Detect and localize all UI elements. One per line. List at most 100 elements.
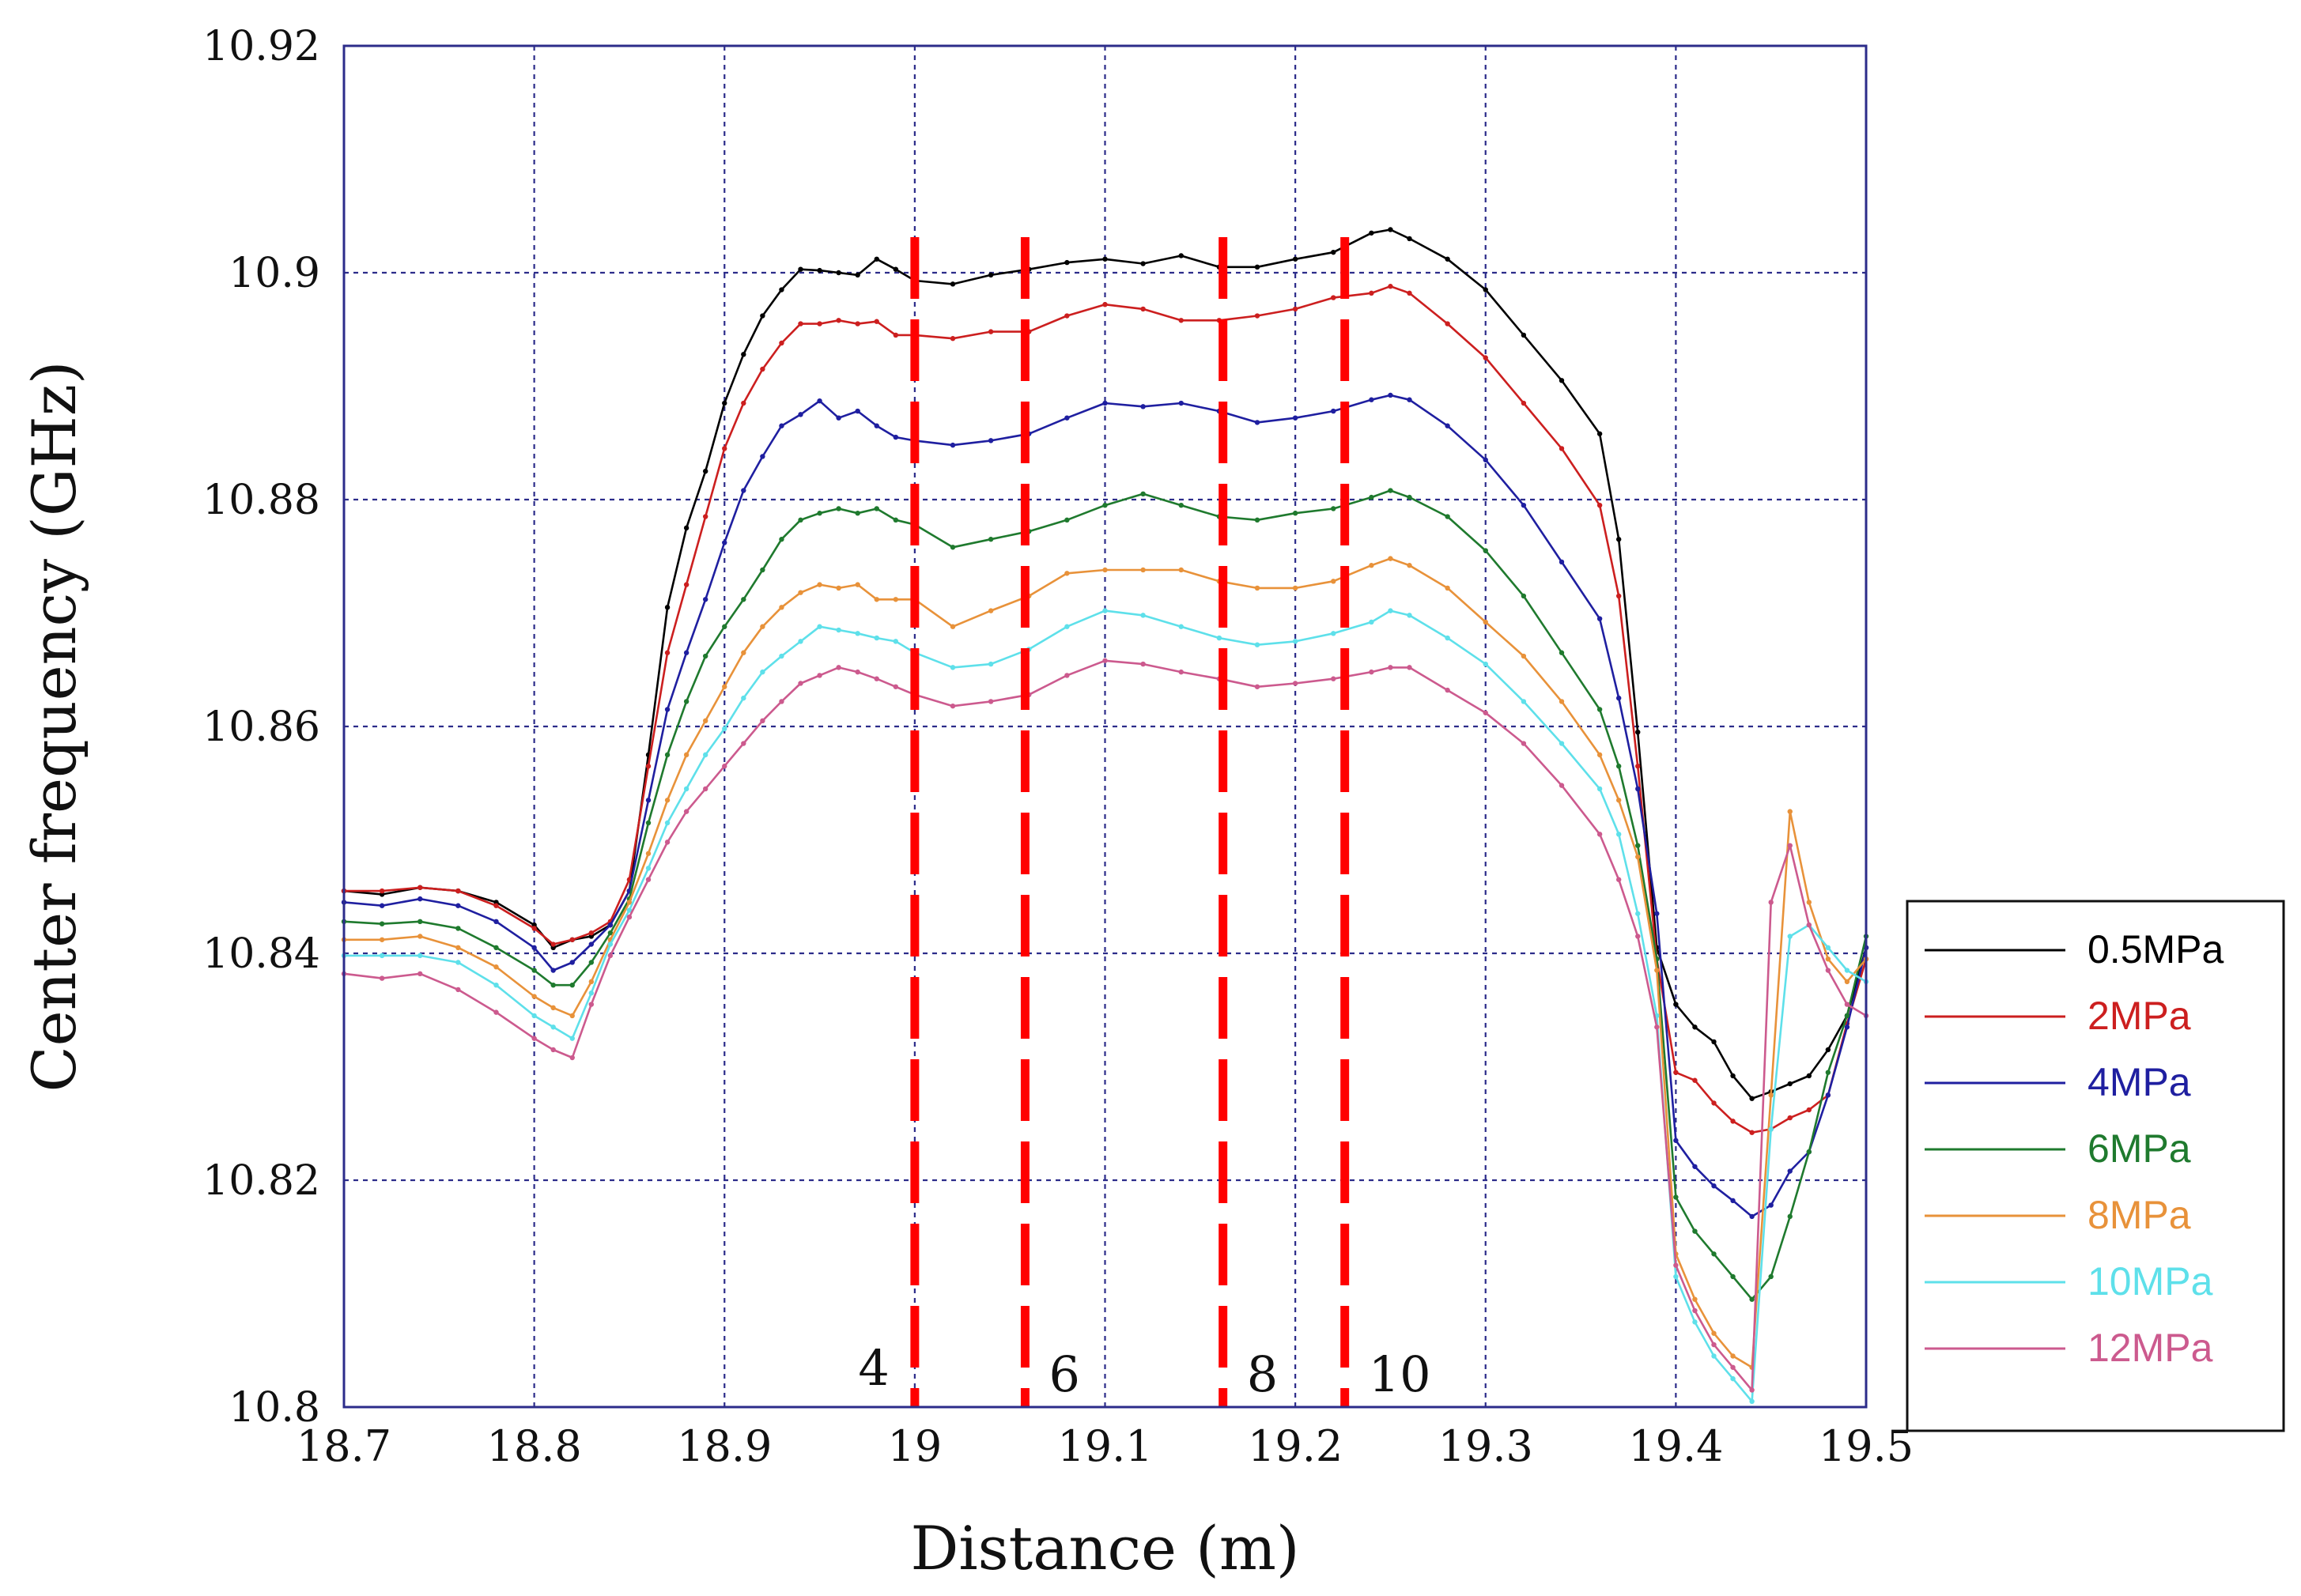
data-point [950,281,956,287]
data-point [1331,249,1336,255]
data-point [379,953,385,959]
data-point [722,540,727,545]
data-point [722,684,727,689]
data-point [645,820,652,826]
data-point [607,930,614,936]
data-point [1521,699,1527,704]
data-point [798,321,803,326]
data-point [1654,911,1660,916]
data-point [1102,658,1108,663]
data-point [1825,945,1831,951]
data-point [1787,1168,1793,1174]
data-point [893,517,899,523]
x-tick-label: 18.7 [297,1421,391,1471]
data-point [1369,230,1374,236]
data-point [493,903,499,908]
data-point [1064,259,1070,266]
data-point [836,585,841,591]
data-point [418,953,423,959]
data-point [455,960,461,965]
data-point [1388,227,1393,232]
y-tick-label: 10.82 [202,1157,320,1205]
data-point [1730,1273,1736,1280]
data-point [1407,290,1412,296]
data-point [1596,832,1603,837]
data-point [1559,783,1565,788]
data-point [569,1036,575,1041]
data-point [588,960,595,965]
data-point [1483,619,1488,625]
data-point [1635,843,1641,848]
data-point [1178,502,1184,508]
data-point [893,597,899,602]
data-point [1730,1073,1736,1079]
x-tick-label: 19.1 [1057,1421,1152,1471]
data-point [683,525,690,531]
data-point [950,703,956,709]
marker-label-6: 6 [1048,1345,1079,1403]
data-point [626,907,633,913]
data-point [893,434,899,440]
data-point [950,665,956,670]
data-point [760,669,765,675]
data-point [1140,306,1146,312]
x-tick-label: 19.3 [1438,1421,1533,1471]
data-point [1673,1002,1679,1007]
data-point [683,699,690,704]
data-point [988,329,994,334]
data-point [1596,431,1603,436]
data-point [855,511,860,516]
data-point [1730,1119,1736,1124]
data-point [722,624,727,629]
data-point [1711,1039,1717,1045]
data-point [1615,798,1622,803]
data-point [1711,1251,1717,1257]
data-point [1521,653,1527,659]
data-point [1407,494,1412,500]
data-point [836,415,841,421]
data-point [1388,665,1393,670]
data-point [988,661,994,667]
data-point [1521,502,1527,508]
data-point [741,352,746,357]
data-point [1331,408,1336,414]
data-point [455,888,461,894]
data-point [683,786,690,792]
data-point [569,1013,575,1019]
data-point [1254,313,1260,319]
data-point [569,937,575,942]
data-point [1292,415,1298,421]
data-point [1692,1228,1698,1234]
data-point [779,340,784,346]
data-point [664,798,671,803]
data-point [1635,854,1641,860]
data-point [1178,567,1184,573]
data-point [1388,556,1393,561]
data-point [779,699,784,704]
data-point [607,953,614,959]
data-point [779,423,784,428]
data-point [1711,1353,1717,1359]
data-point [645,877,652,882]
data-point [531,1013,537,1019]
data-point [874,256,879,262]
data-point [1064,673,1070,678]
data-point [817,267,822,274]
data-point [1445,256,1450,262]
x-tick-label: 18.9 [677,1421,772,1471]
data-point [1787,843,1793,848]
data-point [1596,616,1603,621]
legend-box [1906,900,2285,1432]
data-point [1140,613,1146,618]
data-point [379,975,385,981]
data-point [1559,650,1565,655]
data-point [836,506,841,511]
data-point [550,982,556,988]
data-point [1254,264,1260,270]
data-point [1140,491,1146,497]
data-point [1254,420,1260,425]
data-point [817,398,822,404]
legend-label: 8MPa [2088,1193,2191,1237]
data-point [760,624,765,629]
data-point [1654,1024,1660,1030]
